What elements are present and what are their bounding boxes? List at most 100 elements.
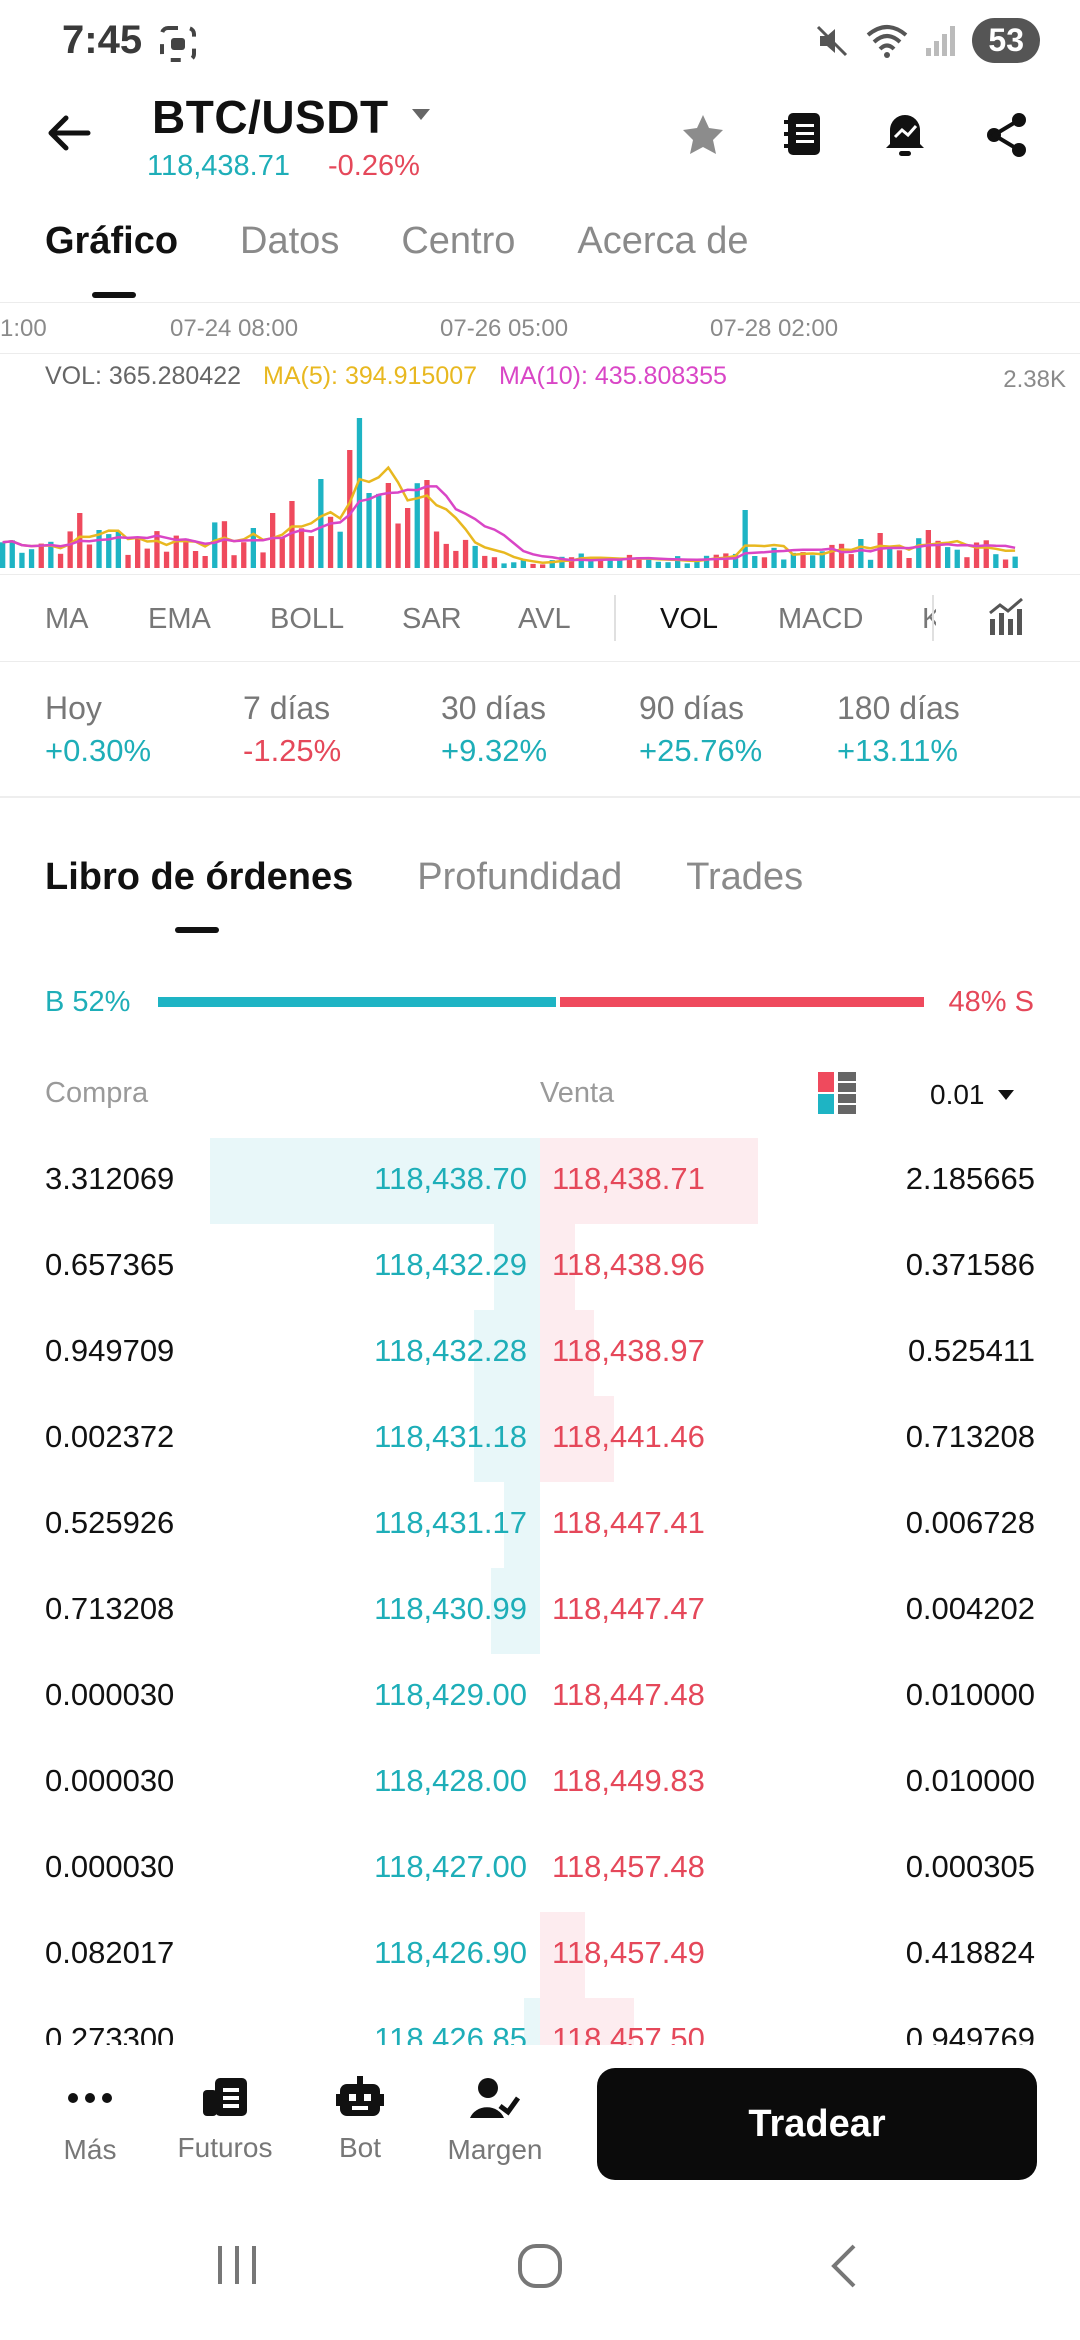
- screenshot-icon: [158, 24, 198, 64]
- pair-title[interactable]: BTC/USDT: [152, 91, 389, 143]
- bid-price: 118,431.17: [374, 1505, 527, 1540]
- perf-7d: 7 días -1.25%: [243, 690, 441, 769]
- perf-value: +9.32%: [441, 733, 548, 768]
- orderbook-row[interactable]: 0.713208 118,430.99 118,447.47 0.004202: [45, 1568, 1035, 1654]
- bid-price: 118,438.70: [374, 1161, 527, 1196]
- volume-bar: [308, 536, 314, 568]
- notes-button[interactable]: [782, 110, 826, 158]
- buy-ratio-label: B 52%: [45, 986, 131, 1018]
- home-button[interactable]: [516, 2242, 564, 2290]
- bid-quantity: 0.002372: [45, 1419, 175, 1454]
- volume-bar: [491, 557, 498, 568]
- volume-bar: [646, 559, 652, 568]
- trade-button[interactable]: Tradear: [597, 2068, 1037, 2180]
- ask-quantity: 0.371586: [905, 1247, 1035, 1282]
- bid-price: 118,431.18: [374, 1419, 527, 1454]
- volume-chart[interactable]: [0, 392, 1080, 570]
- orderbook-row[interactable]: 0.949709 118,432.28 118,438.97 0.525411: [45, 1310, 1035, 1396]
- volume-bar: [694, 561, 700, 568]
- indicator-settings-button[interactable]: [986, 597, 1028, 637]
- tab-libro-de-ordenes[interactable]: Libro de órdenes: [45, 856, 354, 898]
- nav-bot[interactable]: Bot: [290, 2076, 430, 2164]
- orderbook-row[interactable]: 3.312069 118,438.70 118,438.71 2.185665: [45, 1138, 1035, 1224]
- orderbook-row[interactable]: 0.525926 118,431.17 118,447.41 0.006728: [45, 1482, 1035, 1568]
- perf-label: 30 días: [441, 690, 546, 726]
- pair-change: -0.26%: [328, 150, 420, 182]
- orderbook-row[interactable]: 0.082017 118,426.90 118,457.49 0.418824: [45, 1912, 1035, 1998]
- back-button[interactable]: [44, 108, 94, 158]
- nav-mas[interactable]: Más: [20, 2076, 160, 2166]
- ask-depth-bar: [540, 1912, 585, 1998]
- orderbook-row[interactable]: 0.273300 118,426.85 118,457.50 0.949769: [45, 1998, 1035, 2045]
- volume-bar: [945, 547, 951, 568]
- volume-bar: [925, 530, 931, 568]
- indicator-ma[interactable]: MA: [45, 603, 89, 635]
- tab-grafico[interactable]: Gráfico: [45, 220, 179, 262]
- volume-bar: [511, 562, 517, 568]
- volume-bar: [761, 557, 768, 568]
- chart-settings-icon: [989, 597, 1023, 635]
- time-label: 1:00: [0, 315, 47, 342]
- volume-bar: [935, 540, 941, 568]
- volume-bar: [356, 418, 363, 568]
- volume-bar: [385, 483, 391, 568]
- tab-datos[interactable]: Datos: [240, 220, 340, 262]
- volume-bar: [115, 531, 121, 568]
- orderbook-layout-button[interactable]: [818, 1072, 856, 1114]
- perf-label: 7 días: [243, 690, 331, 726]
- chart-time-axis: 1:00 07-24 08:00 07-26 05:00 07-28 02:00: [0, 302, 1080, 354]
- performance-row: Hoy +0.30% 7 días -1.25% 30 días +9.32% …: [45, 690, 1045, 769]
- volume-bar: [1002, 559, 1009, 568]
- volume-bar: [790, 552, 796, 568]
- indicator-sar[interactable]: SAR: [402, 603, 462, 635]
- volume-bar: [337, 531, 343, 568]
- volume-bar: [173, 535, 179, 568]
- volume-bar: [279, 538, 285, 568]
- perf-value: +25.76%: [639, 733, 763, 768]
- nav-futuros[interactable]: Futuros: [155, 2076, 295, 2164]
- orderbook-row[interactable]: 0.000030 118,427.00 118,457.48 0.000305: [45, 1826, 1035, 1912]
- ask-price: 118,441.46: [552, 1419, 705, 1454]
- volume-bar: [327, 516, 334, 568]
- indicator-ema[interactable]: EMA: [148, 603, 211, 635]
- indicator-avl[interactable]: AVL: [518, 603, 571, 635]
- favorite-button[interactable]: [680, 112, 726, 158]
- orderbook-row[interactable]: 0.002372 118,431.18 118,441.46 0.713208: [45, 1396, 1035, 1482]
- volume-bar: [289, 501, 295, 568]
- volume-bar: [993, 554, 999, 568]
- tab-centro[interactable]: Centro: [401, 220, 516, 262]
- perf-180d: 180 días +13.11%: [837, 690, 1035, 769]
- volume-bar: [713, 554, 719, 568]
- nav-margen[interactable]: Margen: [425, 2076, 565, 2166]
- tab-acerca-de[interactable]: Acerca de: [577, 220, 749, 262]
- volume-bar: [0, 542, 6, 568]
- indicator-vol[interactable]: VOL: [660, 603, 719, 635]
- bid-price: 118,427.00: [374, 1849, 527, 1884]
- tab-profundidad[interactable]: Profundidad: [417, 856, 623, 898]
- bid-depth-bar: [474, 1396, 540, 1482]
- volume-bars: [0, 418, 1018, 568]
- share-button[interactable]: [984, 112, 1030, 158]
- bid-price: 118,432.29: [374, 1247, 527, 1282]
- recent-apps-button[interactable]: [214, 2242, 260, 2288]
- volume-bar: [1012, 556, 1018, 568]
- indicator-boll[interactable]: BOLL: [270, 603, 345, 635]
- precision-select[interactable]: 0.01: [930, 1079, 1015, 1111]
- volume-bar: [57, 553, 64, 568]
- more-dots-icon: [68, 2093, 112, 2103]
- orderbook-list: 3.312069 118,438.70 118,438.71 2.185665 0.65…: [45, 1138, 1035, 2045]
- orderbook-row[interactable]: 0.657365 118,432.29 118,438.96 0.371586: [45, 1224, 1035, 1310]
- perf-today: Hoy +0.30%: [45, 690, 243, 769]
- pair-dropdown-icon[interactable]: [410, 106, 432, 122]
- orderbook-row[interactable]: 0.000030 118,429.00 118,447.48 0.010000: [45, 1654, 1035, 1740]
- indicator-macd[interactable]: MACD: [778, 603, 864, 635]
- orderbook-row[interactable]: 0.000030 118,428.00 118,449.83 0.010000: [45, 1740, 1035, 1826]
- price-alert-button[interactable]: [882, 110, 928, 158]
- system-back-button[interactable]: [826, 2242, 862, 2290]
- ask-price: 118,438.71: [552, 1161, 705, 1196]
- status-time: 7:45: [62, 18, 143, 62]
- bid-quantity: 0.000030: [45, 1677, 175, 1712]
- bid-quantity: 0.949709: [45, 1333, 175, 1368]
- tab-trades[interactable]: Trades: [686, 856, 804, 898]
- ask-depth-bar: [540, 1310, 595, 1396]
